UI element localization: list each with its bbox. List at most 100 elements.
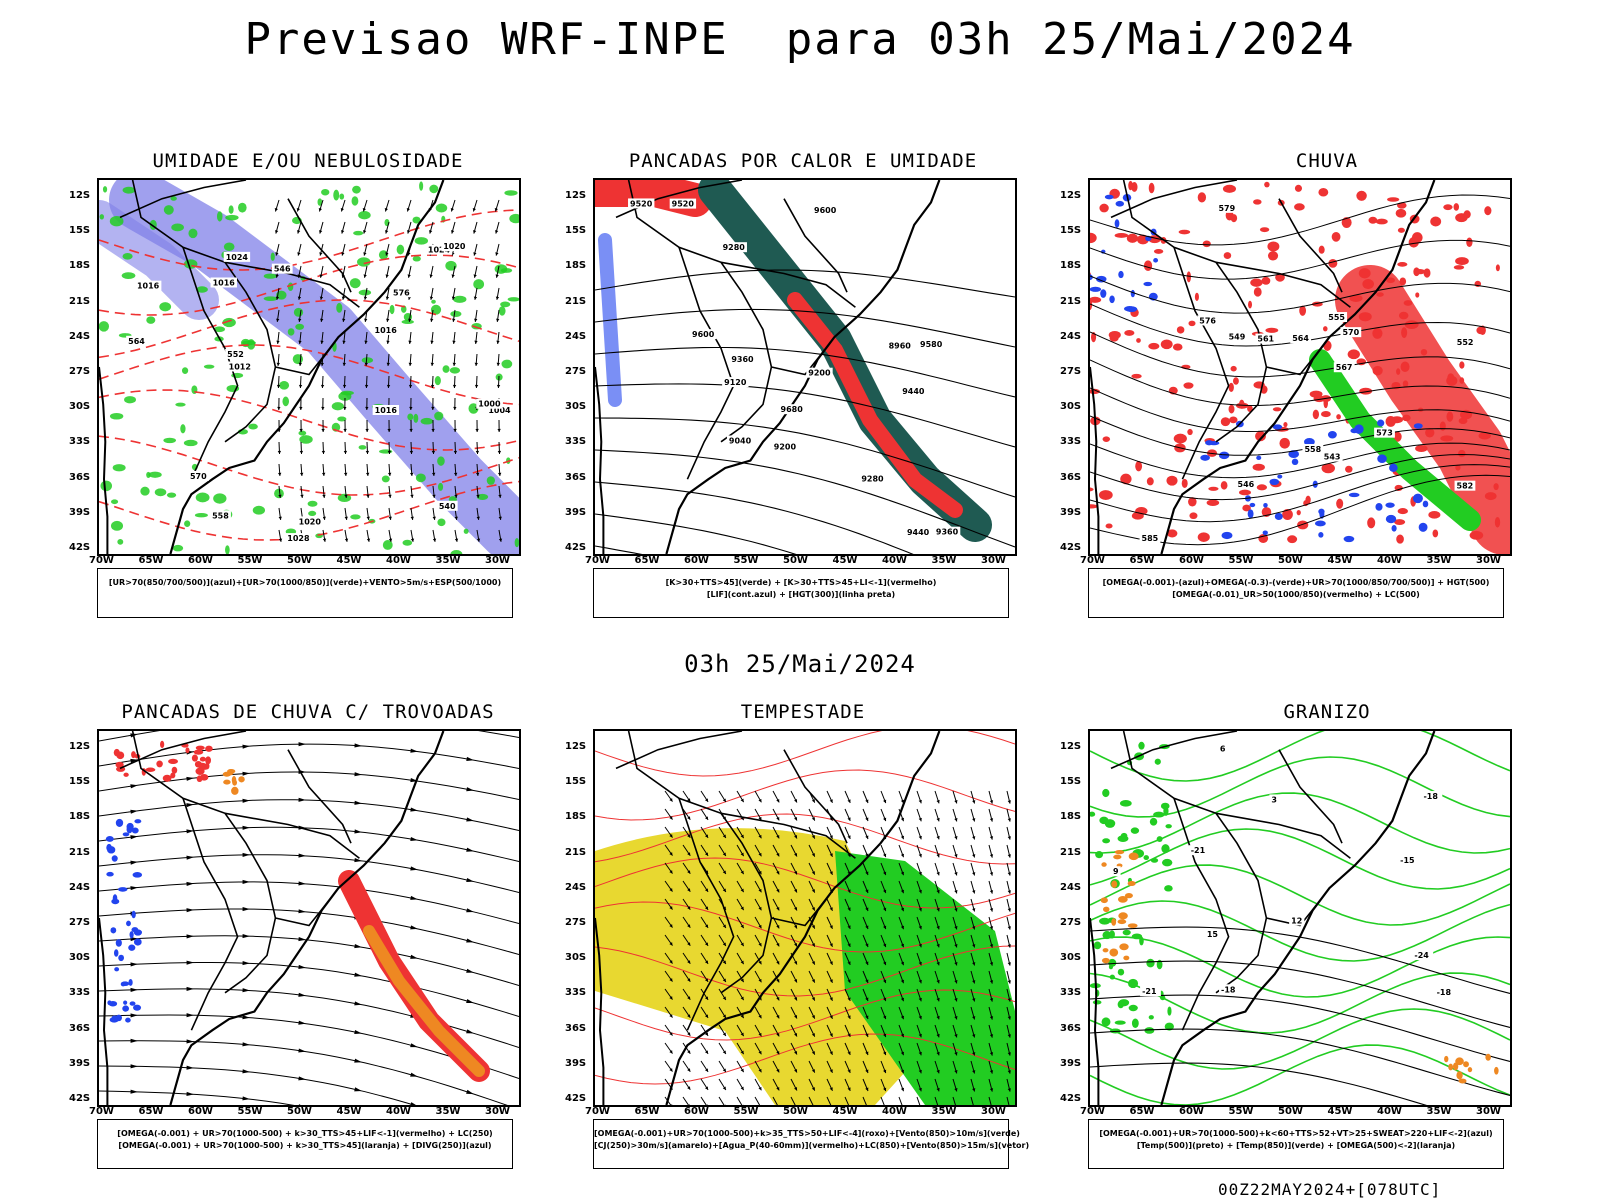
contour-label-bg [210, 510, 231, 521]
rain-area-red [1443, 204, 1453, 211]
divergence-area-blue [133, 929, 142, 936]
hgt500-contour [1090, 359, 1510, 407]
wind-vector-head [829, 1069, 833, 1073]
wind-vector-head [776, 978, 780, 983]
lat-tick-label: 30S [565, 401, 587, 413]
wind-vector-head [776, 798, 780, 803]
state-border [275, 347, 331, 376]
omega-area-orange [1127, 923, 1138, 929]
contour-label: 9580 [920, 340, 943, 349]
wind-vector-head [1007, 1070, 1011, 1074]
wind-vector-head [900, 853, 905, 858]
wind-vector-head [722, 924, 726, 929]
lat-tick-label: 24S [69, 881, 91, 893]
rain-area-red [1331, 232, 1341, 242]
wind-vector-head [954, 926, 958, 930]
wind-vector-head [865, 799, 869, 803]
lon-tick-label: 45W [832, 1106, 858, 1117]
lat-tick-label: 15S [565, 225, 587, 237]
wind-vector-head [497, 450, 502, 454]
contour-label-bg [722, 377, 749, 388]
wind-vector-head [918, 835, 922, 840]
wind-vector-head [776, 906, 780, 911]
precip-water-contour [595, 813, 1015, 865]
omega-area-orange [1101, 862, 1107, 867]
temp850-contour [1090, 792, 1510, 854]
temp850-contour [1090, 828, 1510, 890]
rain-area-blue [1354, 424, 1364, 434]
humidity-contour-green [159, 302, 172, 312]
wind-vector-head [900, 997, 905, 1002]
wind-vector-head [918, 1069, 922, 1074]
contour-label-bg [1269, 794, 1280, 805]
rain-area-red [1233, 377, 1239, 385]
wind-vector-head [972, 872, 976, 876]
rain-area-red [1090, 504, 1098, 509]
temp850-contour-green [1143, 855, 1149, 861]
state-border [287, 198, 352, 293]
humidity-contour-green [299, 435, 313, 444]
temp850-contour-green [1093, 941, 1102, 950]
rain-area-red [1197, 192, 1207, 203]
thunderstorm-area-orange [227, 769, 234, 776]
streamline-arrow [242, 744, 250, 749]
lon-tick-label: 70W [89, 1106, 114, 1117]
rain-area-blue [1314, 520, 1326, 527]
lat-tick-label: 27S [69, 917, 91, 928]
contour-label-bg [441, 241, 468, 252]
humidity-contour-green [450, 550, 463, 554]
wind-vector-head [811, 1015, 815, 1019]
lon-tick-label: 50W [287, 555, 312, 566]
wind-vector-head [740, 960, 744, 965]
temp850-contour-green [1122, 929, 1131, 936]
divergence-area-blue [132, 872, 143, 878]
precip-water-contour [595, 857, 1015, 909]
streamline-arrow [130, 784, 138, 789]
run-timestamp: 00Z22MAY2024+[078UTC] [1218, 1180, 1442, 1199]
rain-area-red [1194, 292, 1199, 301]
contour-label: 1004 [488, 406, 511, 415]
wind-vector-head [794, 1033, 798, 1037]
contour-label: 570 [190, 472, 207, 481]
lon-tick-label: 35W [435, 1106, 461, 1117]
contour-label-bg [486, 405, 513, 416]
state-border [1110, 180, 1238, 219]
rain-area-red [1160, 339, 1173, 350]
wind-vector-head [1007, 1034, 1011, 1038]
wind-vector-head [385, 230, 389, 234]
map-panel-umidade: 1016 1016 1016 1020 1024 1028 1016 1012 1020 1004… [97, 178, 521, 556]
humidity-contour-green [263, 273, 278, 279]
rain-area-blue [1263, 502, 1268, 508]
rain-area-red [1453, 265, 1465, 270]
wind-vector-head [432, 538, 437, 542]
wind-vector-head [275, 296, 280, 300]
wind-vector-head [776, 1014, 780, 1019]
lat-tick-label: 36S [1060, 471, 1082, 483]
humidity-contour-green [358, 211, 371, 220]
wind-vector-head [476, 538, 481, 542]
wind-vector-head [900, 943, 905, 948]
contour-label: 15 [1207, 930, 1219, 939]
wind-vector-head [936, 961, 940, 966]
rain-area-red [1090, 232, 1097, 244]
rain-area-red [1187, 428, 1193, 436]
omega-area-orange [1444, 1055, 1449, 1063]
divergence-area-blue [111, 1015, 118, 1021]
wind-vector-head [740, 996, 744, 1001]
wind-vector-head [722, 1050, 726, 1055]
lon-tick-label: 40W [1377, 1106, 1402, 1117]
wind-vector-head [972, 854, 976, 858]
wind-vector-head [954, 962, 958, 966]
wind-vector-head [429, 296, 434, 300]
wind-vector-head [794, 943, 798, 947]
temp850-contour-green [1154, 758, 1161, 765]
wind-vector-head [722, 1068, 726, 1073]
contour-label: 1012 [229, 362, 251, 371]
contour-label: 8960 [889, 342, 912, 351]
rain-area-red [1239, 489, 1251, 496]
omega-area-orange [1117, 895, 1128, 903]
divergence-area-blue [129, 931, 134, 939]
wind-vector-head [431, 406, 435, 410]
contour-label: 561 [1257, 335, 1274, 344]
streamline-arrow [130, 962, 138, 967]
